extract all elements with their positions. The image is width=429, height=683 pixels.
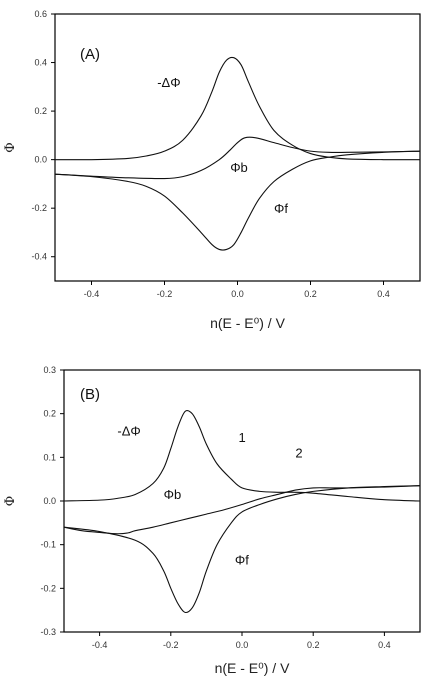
annotation-2: Φf [274, 201, 288, 216]
annotation-4: Φf [235, 552, 249, 567]
y-tick-label: 0.3 [43, 365, 56, 375]
x-axis-title: n(E - E⁰) / V [215, 660, 291, 676]
annotation-0: -ΔΦ [157, 75, 180, 90]
y-tick-label: -0.3 [40, 627, 56, 637]
x-tick-label: 0.2 [304, 289, 317, 299]
x-tick-label: -0.4 [92, 640, 108, 650]
y-tick-label: -0.4 [31, 252, 47, 262]
y-tick-label: -0.1 [40, 540, 56, 550]
x-tick-label: -0.4 [84, 289, 100, 299]
y-axis-title: Φ [3, 496, 18, 507]
x-tick-label: 0.4 [378, 640, 391, 650]
series-line-2 [63, 485, 421, 614]
annotation-1: Φb [230, 160, 248, 175]
x-axis-title: n(E - E⁰) / V [210, 315, 286, 331]
y-axis-title: Φ [3, 142, 18, 153]
y-tick-label: 0.6 [34, 9, 47, 19]
x-tick-label: 0.4 [377, 289, 390, 299]
y-tick-label: 0.2 [34, 106, 47, 116]
annotation-2: 2 [295, 445, 302, 460]
series-line-0 [54, 56, 421, 161]
panel-label: (A) [80, 46, 100, 63]
y-tick-label: 0.0 [34, 155, 47, 165]
x-tick-label: 0.2 [307, 640, 320, 650]
y-tick-label: 0.4 [34, 58, 47, 68]
annotation-0: -ΔΦ [117, 424, 140, 439]
y-tick-label: 0.0 [43, 496, 56, 506]
annotation-3: Φb [164, 487, 182, 502]
x-tick-label: -0.2 [157, 289, 173, 299]
x-tick-label: 0.0 [236, 640, 249, 650]
x-tick-label: -0.2 [163, 640, 179, 650]
y-tick-label: 0.2 [43, 409, 56, 419]
y-tick-label: 0.1 [43, 452, 56, 462]
y-tick-label: -0.2 [31, 203, 47, 213]
plot-frame [54, 13, 421, 282]
annotation-1: 1 [238, 430, 245, 445]
x-tick-label: 0.0 [231, 289, 244, 299]
chart-panel-b: -0.4 -0.2 0.0 0.2 0.4 -0.3 -0.2 -0.1 0.0 0.1 0.2 0.… [3, 365, 421, 676]
series-line-2 [54, 150, 421, 251]
panel-label: (B) [80, 386, 100, 403]
plot-frame [63, 369, 421, 633]
series-line-1 [63, 485, 421, 535]
chart-panel-a: -0.4 -0.2 0.0 0.2 0.4 -0.4 -0.2 0.0 0.2 0.4 0.6 n(E… [3, 9, 421, 331]
y-tick-label: -0.2 [40, 583, 56, 593]
series-line-1 [54, 136, 421, 180]
